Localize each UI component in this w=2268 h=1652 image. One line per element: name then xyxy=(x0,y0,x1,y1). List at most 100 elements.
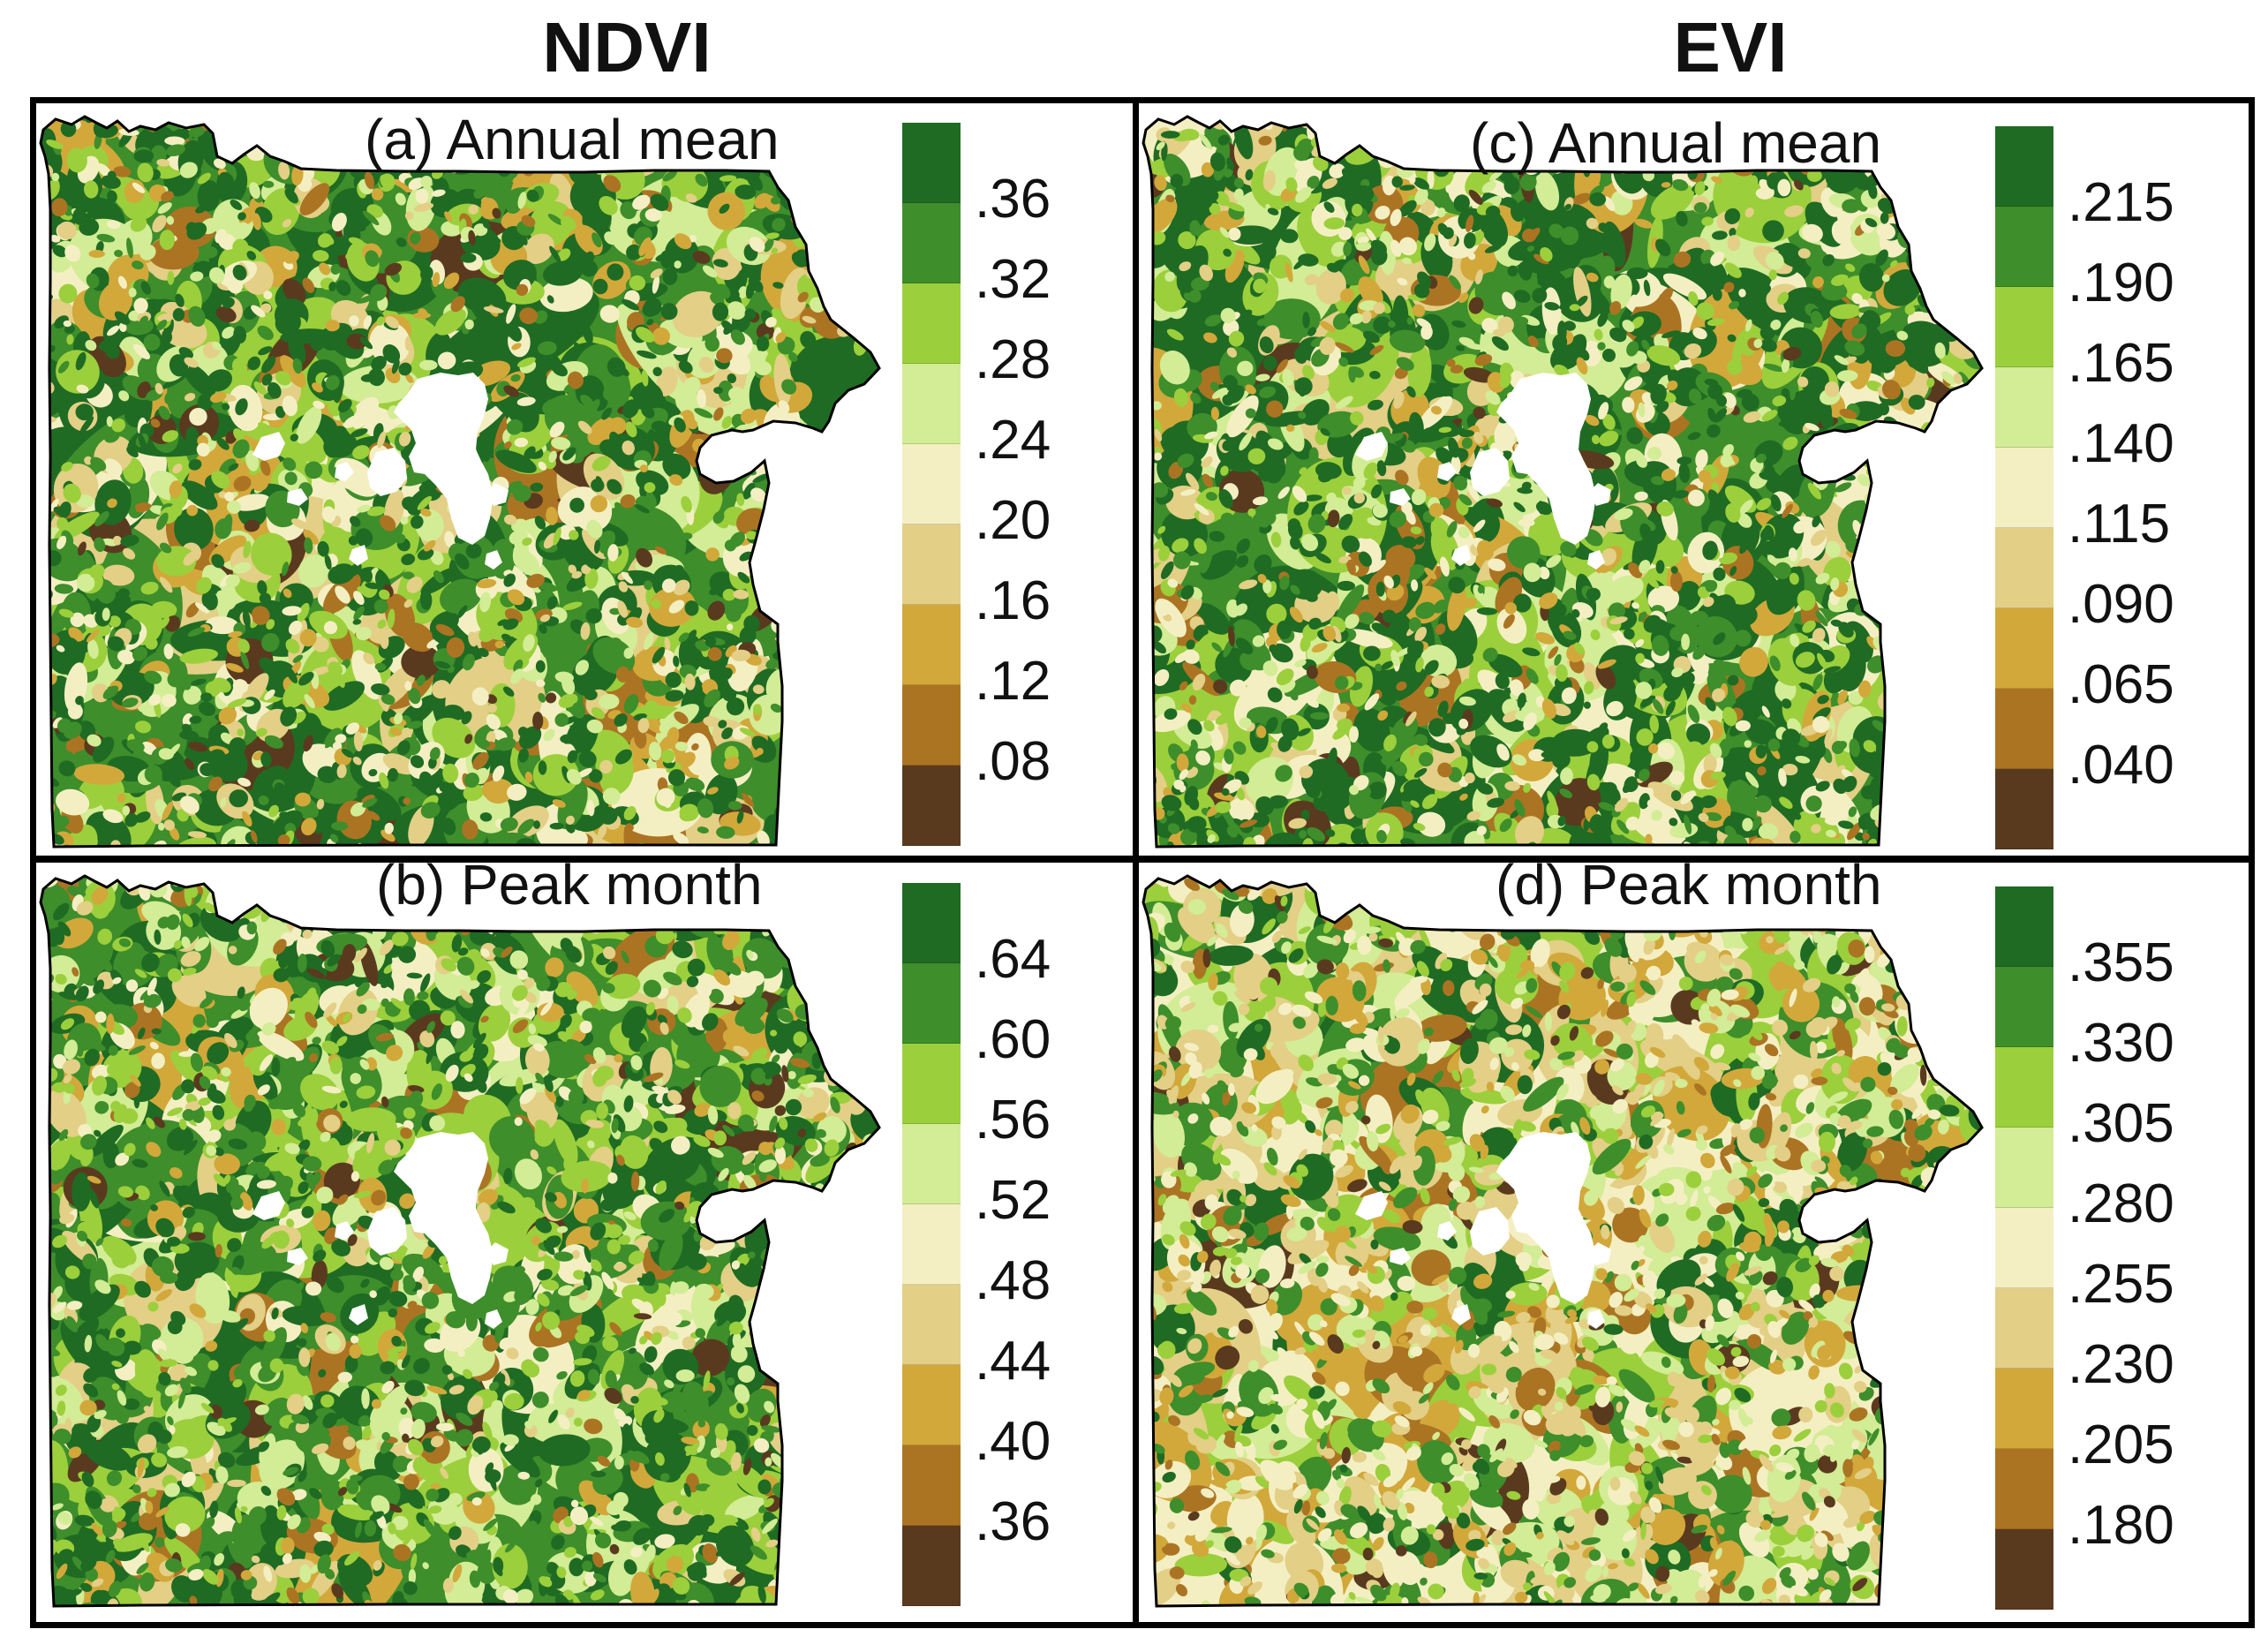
legend-tick-label: .280 xyxy=(2068,1173,2174,1234)
lake-mask xyxy=(367,1207,407,1256)
evi-column-title: EVI xyxy=(1673,8,1788,87)
park-map xyxy=(39,115,881,849)
legend-swatch xyxy=(902,123,961,203)
panel-label: (b) Peak month xyxy=(376,853,763,917)
legend-swatch xyxy=(1995,886,2053,967)
legend-swatch xyxy=(902,963,961,1044)
legend-swatch xyxy=(1995,448,2053,528)
lake-mask xyxy=(252,432,285,461)
legend-tick-label: .305 xyxy=(2068,1093,2174,1154)
color-legend xyxy=(902,123,961,846)
legend-swatch xyxy=(1995,689,2053,769)
lake-mask xyxy=(1496,1132,1596,1304)
legend-swatch xyxy=(1995,1047,2053,1128)
lake-mask xyxy=(486,483,509,506)
lake-mask xyxy=(1451,545,1471,566)
park-boundary xyxy=(39,874,881,1608)
lake-mask xyxy=(349,1304,368,1325)
lake-mask xyxy=(335,1221,354,1241)
legend-swatch xyxy=(902,364,961,444)
legend-swatch xyxy=(1995,769,2053,849)
legend-tick-label: .36 xyxy=(975,169,1051,230)
legend-swatch xyxy=(902,1124,961,1204)
legend-swatch xyxy=(902,883,961,963)
legend-tick-label: .56 xyxy=(975,1090,1051,1150)
lake-mask xyxy=(1390,1248,1411,1265)
color-legend xyxy=(902,883,961,1606)
legend-swatch xyxy=(1995,1128,2053,1208)
lake-mask xyxy=(1587,550,1605,570)
panel-label: (d) Peak month xyxy=(1496,853,1882,917)
legend-tick-label: .24 xyxy=(975,410,1051,471)
lake-mask xyxy=(394,373,494,545)
panel-label: (c) Annual mean xyxy=(1470,111,1882,175)
park-map xyxy=(1142,874,1984,1608)
legend-tick-label: .36 xyxy=(975,1491,1051,1552)
horizontal-divider xyxy=(30,856,2255,863)
legend-swatch xyxy=(1995,1529,2053,1610)
park-map xyxy=(1142,115,1984,849)
legend-swatch xyxy=(902,1445,961,1526)
lake-mask xyxy=(1355,432,1388,461)
lake-mask xyxy=(367,448,407,496)
lake-mask xyxy=(486,1242,509,1265)
legend-swatch xyxy=(1995,608,2053,689)
legend-tick-label: .140 xyxy=(2068,413,2174,474)
lake-mask xyxy=(485,550,502,570)
legend-tick-label: .28 xyxy=(975,329,1051,390)
legend-tick-label: .255 xyxy=(2068,1254,2174,1315)
lake-mask xyxy=(287,488,308,506)
lake-mask xyxy=(335,462,354,481)
lake-mask xyxy=(1355,1191,1388,1220)
legend-swatch xyxy=(902,1526,961,1606)
lake-mask xyxy=(1496,373,1596,545)
lake-mask xyxy=(1451,1304,1471,1325)
legend-tick-label: .32 xyxy=(975,249,1051,310)
legend-swatch xyxy=(1995,528,2053,608)
legend-tick-label: .16 xyxy=(975,570,1051,631)
legend-swatch xyxy=(902,1285,961,1365)
legend-tick-label: .165 xyxy=(2068,333,2174,394)
legend-swatch xyxy=(1995,1208,2053,1288)
panel-b-ndvi-peak-month: (b) Peak month .64 .60 .56 .52 .48 .44 .40 .36 xyxy=(36,853,1135,1618)
lake-mask xyxy=(1437,1221,1457,1241)
legend-swatch xyxy=(902,524,961,605)
lake-mask xyxy=(287,1248,308,1265)
legend-swatch xyxy=(902,766,961,846)
legend-swatch xyxy=(1995,1369,2053,1449)
legend-swatch xyxy=(1995,1288,2053,1369)
panel-c-evi-annual-mean: (c) Annual mean .215 .190 .165 .140 .115 .090… xyxy=(1139,103,2238,859)
panel-d-evi-peak-month: (d) Peak month .355 .330 .305 .280 .255 .230.… xyxy=(1139,853,2238,1618)
lake-mask xyxy=(1589,1242,1611,1265)
legend-tick-label: .215 xyxy=(2068,172,2174,233)
color-legend xyxy=(1995,886,2053,1610)
legend-swatch xyxy=(902,444,961,524)
park-map xyxy=(39,874,881,1608)
legend-swatch xyxy=(1995,207,2053,287)
park-boundary xyxy=(1142,115,1984,849)
legend-tick-label: .44 xyxy=(975,1331,1051,1392)
lake-mask xyxy=(1589,483,1611,506)
panel-a-ndvi-annual-mean: (a) Annual mean .36 .32 .28 .24 .20 .16 .12 .08 xyxy=(36,103,1135,859)
legend-swatch xyxy=(902,203,961,283)
panel-label: (a) Annual mean xyxy=(365,108,780,171)
vertical-divider xyxy=(1133,97,1139,1628)
legend-tick-label: .48 xyxy=(975,1250,1051,1311)
legend-tick-label: .205 xyxy=(2068,1414,2174,1475)
lake-mask xyxy=(252,1191,285,1220)
legend-tick-label: .330 xyxy=(2068,1013,2174,1074)
legend-swatch xyxy=(902,605,961,685)
figure-frame xyxy=(30,97,2255,1628)
lake-mask xyxy=(349,545,368,566)
legend-tick-label: .60 xyxy=(975,1009,1051,1070)
legend-swatch xyxy=(1995,126,2053,207)
legend-swatch xyxy=(1995,367,2053,448)
legend-tick-label: .52 xyxy=(975,1170,1051,1231)
legend-swatch xyxy=(1995,287,2053,367)
lake-mask xyxy=(1470,448,1510,496)
legend-tick-label: .040 xyxy=(2068,735,2174,796)
legend-tick-label: .08 xyxy=(975,731,1051,792)
legend-tick-label: .12 xyxy=(975,651,1051,712)
legend-swatch xyxy=(1995,967,2053,1047)
legend-tick-label: .355 xyxy=(2068,932,2174,993)
